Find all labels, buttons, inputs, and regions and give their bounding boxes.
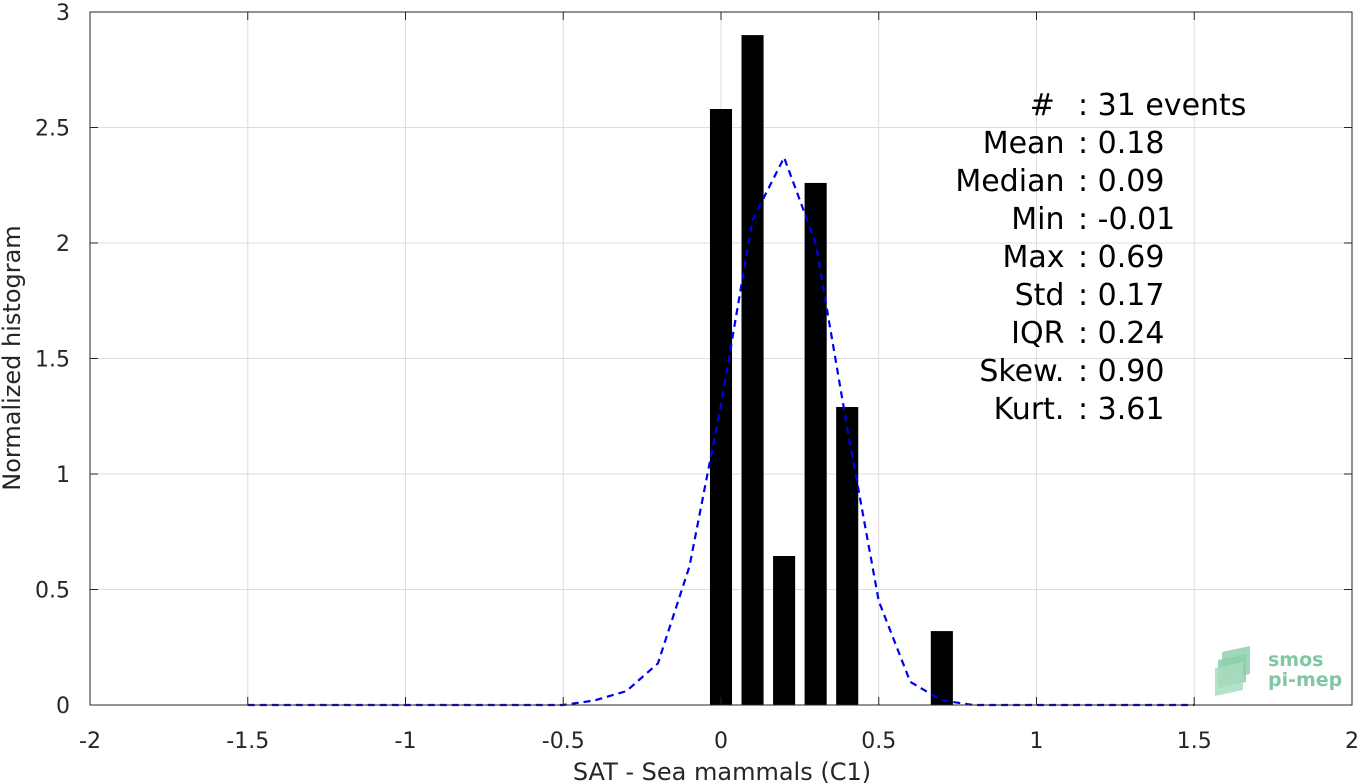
- stats-value: : 0.90: [1078, 354, 1165, 389]
- axis-ticks: [89, 11, 1353, 706]
- stats-label: #: [1029, 88, 1074, 123]
- x-tick-label: 1: [1030, 729, 1044, 754]
- stats-value: : -0.01: [1078, 202, 1176, 237]
- smos-pimep-logo: smos pi-mep: [1212, 644, 1352, 700]
- y-tick-label: 2.5: [35, 117, 70, 142]
- stats-label: Std: [1014, 278, 1074, 313]
- histogram-bars: [709, 35, 953, 706]
- histogram-bar: [804, 182, 827, 705]
- fit-curve-line: [247, 154, 1195, 707]
- y-tick-label: 1.5: [35, 348, 70, 373]
- x-tick-label: -1.5: [226, 729, 269, 754]
- y-tick-label: 1: [56, 463, 70, 488]
- x-tick-label: -2: [79, 729, 101, 754]
- y-tick-label: 0.5: [35, 579, 70, 604]
- stats-value: : 0.69: [1078, 240, 1165, 275]
- stats-label: Median: [955, 164, 1074, 199]
- logo-icon: [1215, 646, 1250, 696]
- x-tick-labels: -2 -1.5 -1 -0.5 0 0.5 1 1.5 2: [79, 729, 1359, 754]
- y-tick-label: 3: [56, 1, 70, 26]
- stats-label: Skew.: [979, 354, 1074, 389]
- x-tick-label: 2: [1345, 729, 1359, 754]
- x-tick-label: 0: [714, 729, 728, 754]
- stats-value: : 0.17: [1078, 278, 1165, 313]
- x-tick-label: 1.5: [1177, 729, 1212, 754]
- y-axis-label: Normalized histogram: [0, 225, 26, 490]
- stats-label: IQR: [1011, 316, 1074, 351]
- fit-curve: [247, 154, 1195, 707]
- histogram-bar: [930, 631, 953, 705]
- stats-value: : 0.09: [1078, 164, 1165, 199]
- stats-label: Min: [1011, 202, 1074, 237]
- stats-value: : 0.18: [1078, 126, 1165, 161]
- histogram-bar: [836, 407, 859, 705]
- stats-label: Max: [1002, 240, 1074, 275]
- stats-value: : 31 events: [1078, 88, 1247, 123]
- x-tick-label: -1: [395, 729, 417, 754]
- histogram-bar: [773, 556, 796, 705]
- y-tick-labels: 0 0.5 1 1.5 2 2.5 3: [35, 1, 70, 719]
- stats-value: : 3.61: [1078, 392, 1165, 427]
- logo-line2: pi-mep: [1268, 669, 1343, 691]
- x-tick-label: -0.5: [542, 729, 585, 754]
- histogram-bar: [741, 35, 764, 706]
- x-tick-label: 0.5: [861, 729, 896, 754]
- x-axis-label: SAT - Sea mammals (C1): [573, 758, 871, 784]
- stats-label: Mean: [982, 126, 1074, 161]
- y-tick-label: 0: [56, 694, 70, 719]
- stats-label: Kurt.: [993, 392, 1074, 427]
- logo-line1: smos: [1268, 649, 1324, 671]
- y-tick-label: 2: [56, 232, 70, 257]
- stats-value: : 0.24: [1078, 316, 1165, 351]
